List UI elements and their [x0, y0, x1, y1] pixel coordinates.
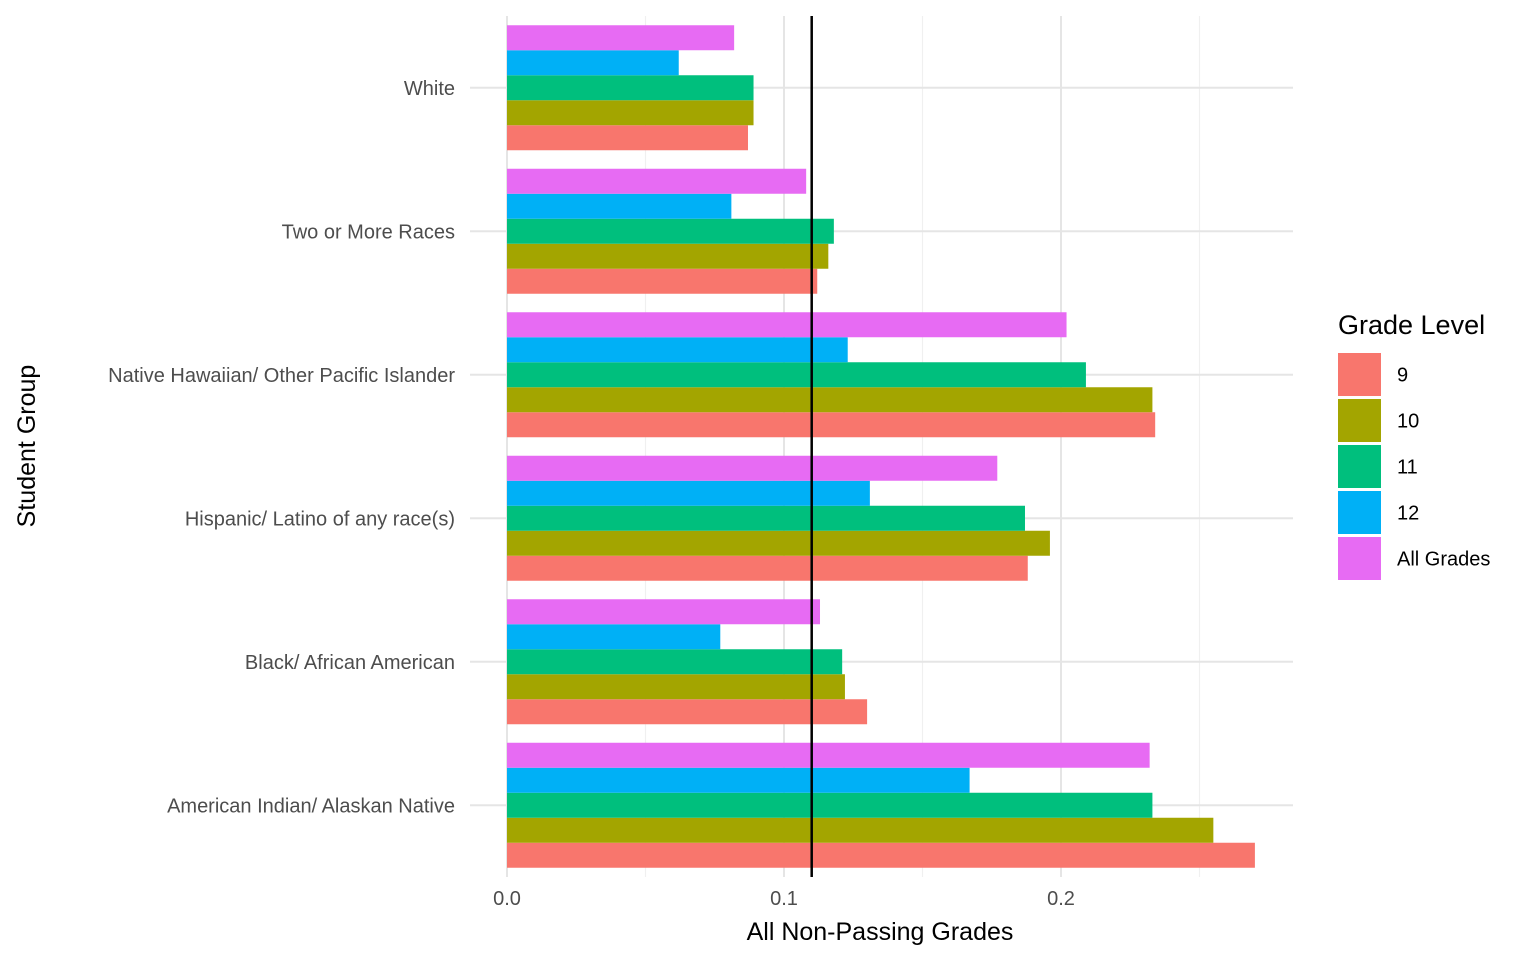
y-axis-title: Student Group	[13, 365, 41, 528]
bar	[507, 412, 1156, 438]
bar	[507, 50, 679, 76]
bar	[507, 75, 754, 101]
x-tick-label: 0.2	[1047, 888, 1075, 910]
bar	[507, 599, 821, 625]
bar	[507, 218, 834, 244]
bar	[507, 742, 1150, 768]
bar	[507, 699, 868, 725]
bar	[507, 649, 843, 675]
bar	[507, 792, 1153, 818]
legend-key	[1338, 399, 1381, 442]
bar	[507, 312, 1067, 338]
x-tick-labels: 0.0 0.1 0.2	[493, 888, 1075, 910]
legend-label: 10	[1397, 411, 1419, 433]
legend-label: 9	[1397, 365, 1408, 387]
y-tick-labels: American Indian/ Alaskan Native Black/ Af…	[108, 78, 455, 818]
y-tick-label: Native Hawaiian/ Other Pacific Islander	[108, 365, 455, 387]
bar	[507, 100, 754, 126]
y-tick-label: White	[404, 78, 455, 100]
bar	[507, 555, 1028, 581]
legend-title: Grade Level	[1338, 310, 1485, 340]
x-tick-label: 0.0	[493, 888, 521, 910]
y-tick-label: American Indian/ Alaskan Native	[167, 795, 455, 817]
legend-key	[1338, 445, 1381, 488]
bar	[507, 505, 1025, 531]
bar	[507, 387, 1153, 413]
bar	[507, 268, 818, 294]
bar	[507, 25, 735, 51]
legend-key	[1338, 537, 1381, 580]
y-tick-label: Hispanic/ Latino of any race(s)	[185, 508, 455, 530]
bar	[507, 817, 1214, 843]
legend-items: 9 10 11 12 All Grades	[1338, 353, 1490, 580]
bar	[507, 243, 829, 269]
legend-key	[1338, 491, 1381, 534]
bar	[507, 125, 748, 151]
bar	[507, 455, 998, 481]
legend-label: 11	[1397, 457, 1418, 479]
bar	[507, 480, 870, 506]
bar	[507, 168, 807, 194]
legend: Grade Level 9 10 11 12 All Grades	[1338, 310, 1490, 580]
bar	[507, 337, 848, 363]
bar	[507, 624, 721, 650]
y-tick-label: Two or More Races	[282, 221, 455, 243]
bar	[507, 362, 1086, 388]
bar	[507, 193, 732, 219]
bar	[507, 674, 845, 700]
bar	[507, 842, 1255, 868]
bars	[507, 25, 1255, 868]
x-axis-title: All Non-Passing Grades	[747, 918, 1014, 946]
y-tick-label: Black/ African American	[245, 652, 455, 674]
bar	[507, 530, 1050, 556]
x-tick-label: 0.1	[770, 888, 798, 910]
bar	[507, 767, 970, 793]
legend-label: 12	[1397, 503, 1419, 525]
legend-key	[1338, 353, 1381, 396]
legend-label: All Grades	[1397, 549, 1490, 571]
